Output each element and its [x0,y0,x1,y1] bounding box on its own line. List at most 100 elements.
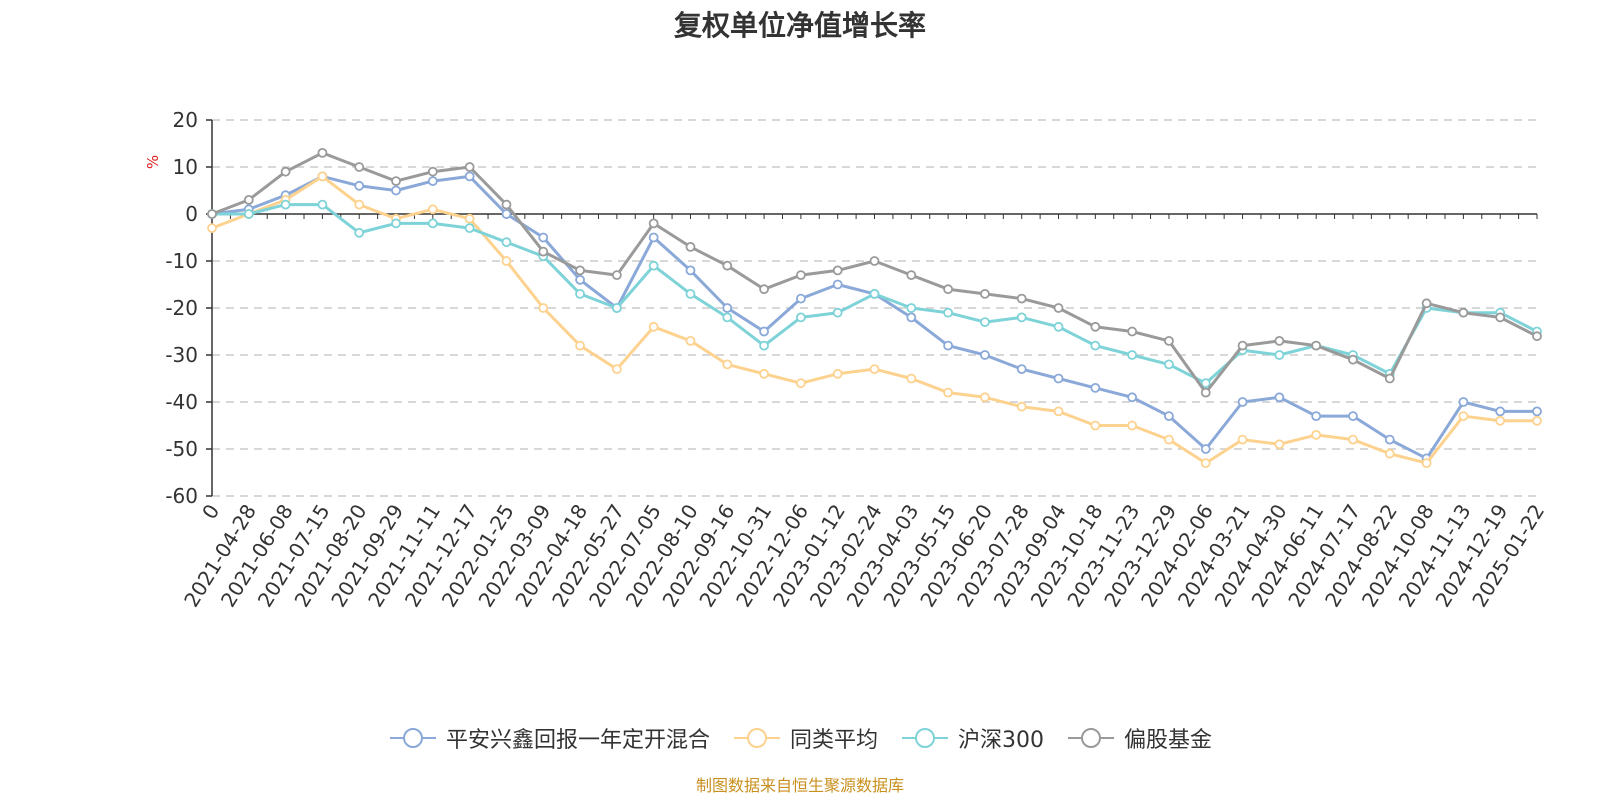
data-point [317,171,328,182]
data-point [575,274,585,285]
legend-line-circle-icon [1068,728,1114,748]
data-point [1384,448,1395,459]
data-point [1421,458,1432,469]
data-point [1384,373,1395,384]
data-point [575,340,585,351]
data-point [501,209,512,219]
legend-item-equity-fund[interactable]: 偏股基金 [1066,722,1212,754]
data-point [1090,321,1101,332]
legend-item-peer-average[interactable]: 同类平均 [732,722,878,754]
data-point [611,303,622,313]
data-point [1090,340,1101,351]
chart-plot: 20100-10-20-30-40-50-60%02021-04-282021-… [144,108,1549,611]
data-point [832,368,843,379]
data-point [869,256,880,266]
data-point [1016,312,1027,323]
legend-label: 同类平均 [789,728,878,753]
data-point [427,204,438,215]
legend-item-csi300[interactable]: 沪深300 [900,722,1044,754]
data-point [1164,411,1174,422]
data-point [943,340,954,351]
y-tick-label: -30 [165,343,198,367]
data-point [391,218,401,229]
data-point [1053,406,1064,417]
data-point [280,166,291,177]
x-tick-label: 0 [197,500,224,524]
data-point [243,209,254,219]
data-point [1384,434,1395,445]
data-point [1200,387,1211,398]
data-point [685,288,696,299]
data-point [354,227,365,238]
data-point [1053,321,1064,332]
data-point [464,213,475,224]
data-point [648,232,659,243]
data-point [501,199,512,210]
legend-label: 平安兴鑫回报一年定开混合 [445,728,710,753]
data-source-note: 制图数据来自恒生聚源数据库 [695,776,904,795]
data-point [1495,415,1506,426]
y-tick-label: -20 [165,296,198,320]
data-point [832,279,843,290]
y-tick-label: 0 [185,202,198,226]
data-point [317,147,328,158]
data-point [980,392,990,403]
data-point [1348,434,1358,445]
data-point [575,288,585,299]
y-tick-label: 20 [173,108,198,132]
data-point [795,293,806,304]
data-point [759,284,769,295]
data-point [722,260,733,271]
data-point [1237,340,1248,351]
data-point [685,241,696,252]
y-tick-label: -50 [165,437,198,461]
series-2 [207,199,1542,389]
data-point [1274,392,1285,403]
data-point [1532,406,1542,417]
data-point [354,180,365,191]
data-point [869,288,880,299]
data-point [722,312,733,323]
series-1 [207,171,1542,469]
data-point [1164,434,1174,445]
data-point [207,223,217,234]
data-point [795,378,806,389]
data-point [1458,307,1469,318]
data-point [464,162,475,172]
y-tick-label: -60 [165,484,198,508]
data-point [648,321,659,332]
data-point [427,218,438,229]
data-point [1016,364,1027,375]
data-point [1311,411,1322,422]
legend-line-circle-icon [902,728,948,748]
data-point [1274,439,1285,450]
data-point [1532,331,1542,342]
data-point [1127,392,1138,403]
data-point [207,209,217,219]
data-point [391,176,401,187]
data-point [1090,420,1101,431]
y-axis-label: % [144,155,162,169]
chart-title: 复权单位净值增长率 [673,9,926,42]
data-point [1532,415,1542,426]
data-point [685,335,696,346]
data-point [501,237,512,248]
data-point [1311,340,1322,351]
data-point [648,260,659,271]
data-point [795,312,806,323]
data-point [685,265,696,276]
legend-item-fund[interactable]: 平安兴鑫回报一年定开混合 [388,722,710,754]
data-point [869,364,880,375]
data-point [538,303,549,313]
data-point [1200,458,1211,469]
data-point [1053,303,1064,313]
data-point [538,232,549,243]
data-point [943,387,954,398]
series-3 [207,147,1542,398]
legend-label: 偏股基金 [1124,728,1213,753]
data-point [1127,326,1138,337]
data-point [943,284,954,295]
data-point [980,288,990,299]
data-point [391,185,401,196]
data-point [759,340,769,351]
